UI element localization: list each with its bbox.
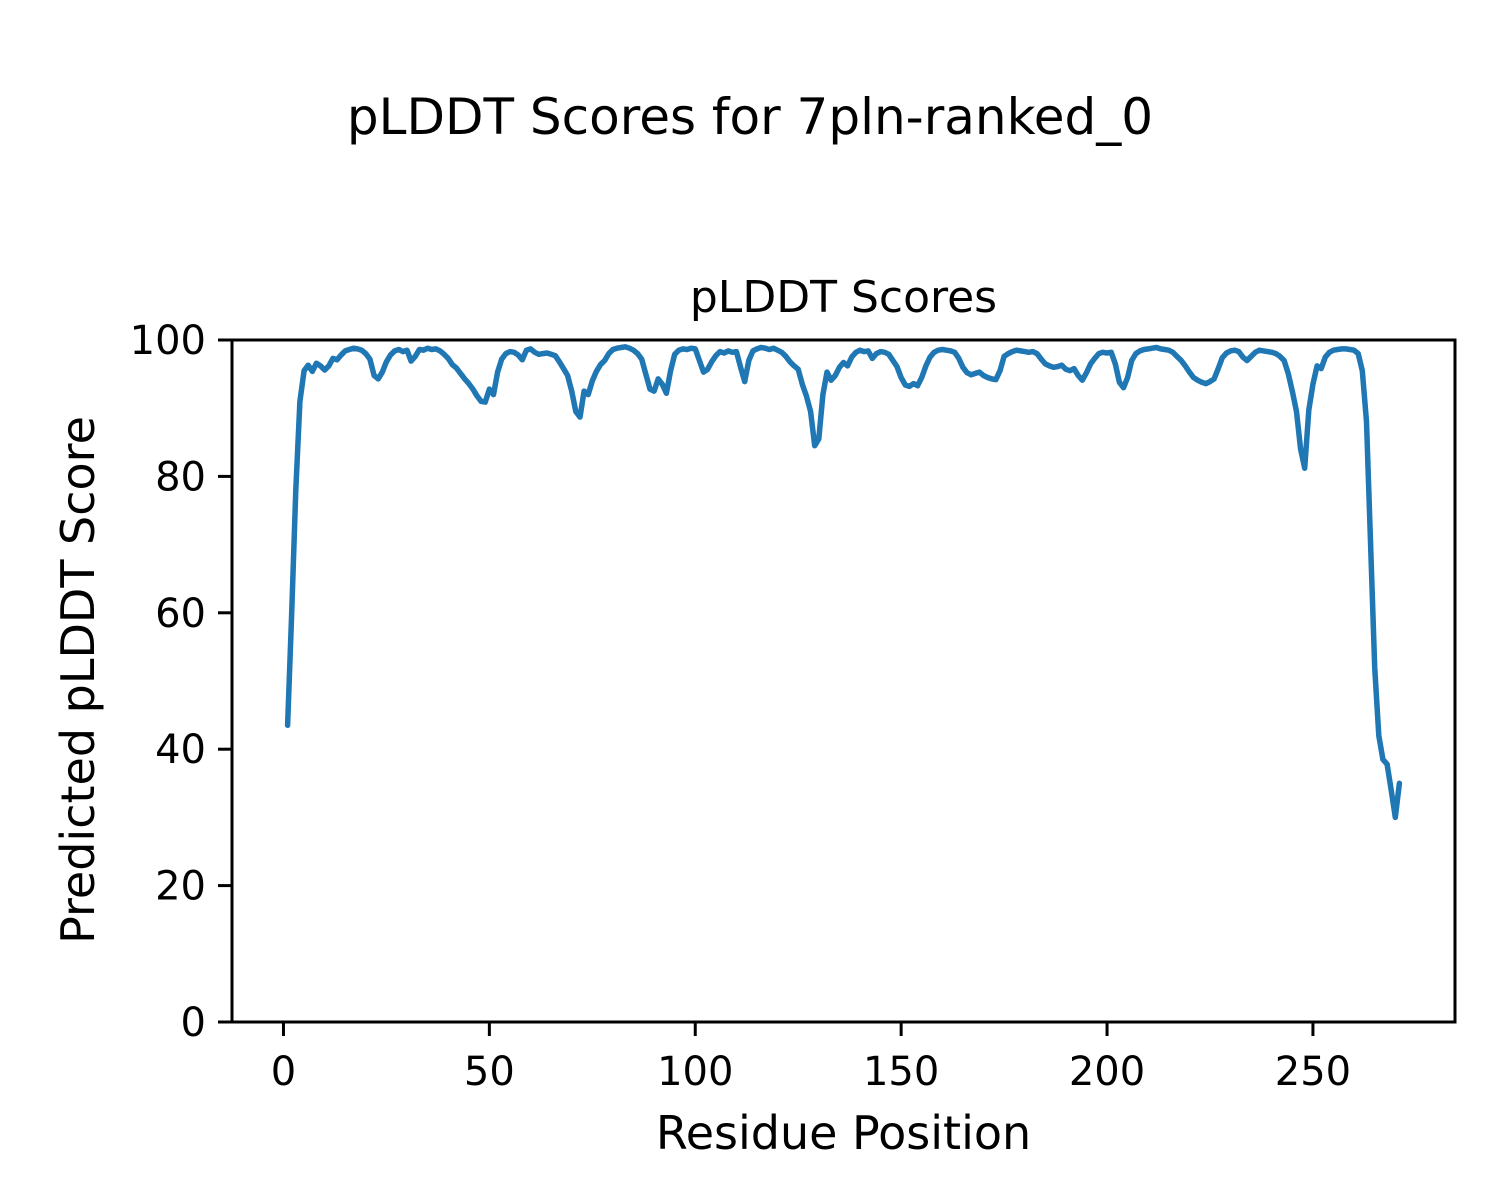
x-tick-label: 50 bbox=[464, 1049, 515, 1095]
x-axis-label: Residue Position bbox=[655, 1106, 1032, 1160]
x-tick-label: 250 bbox=[1275, 1049, 1351, 1095]
y-tick-label: 20 bbox=[155, 864, 206, 910]
axes-title: pLDDT Scores bbox=[689, 272, 998, 323]
y-tick-label: 80 bbox=[155, 454, 206, 500]
y-axis-label: Predicted pLDDT Score bbox=[51, 416, 105, 944]
y-tick-label: 60 bbox=[155, 591, 206, 637]
y-tick-label: 100 bbox=[130, 318, 206, 364]
plddt-line bbox=[284, 344, 1403, 821]
x-tick-label: 200 bbox=[1069, 1049, 1145, 1095]
x-tick-label: 150 bbox=[863, 1049, 939, 1095]
x-tick-label: 0 bbox=[271, 1049, 296, 1095]
figure-title: pLDDT Scores for 7pln-ranked_0 bbox=[346, 88, 1154, 146]
x-tick-label: 100 bbox=[657, 1049, 733, 1095]
y-tick-label: 40 bbox=[155, 727, 206, 773]
y-tick-label: 0 bbox=[181, 1000, 206, 1046]
axes-spines bbox=[230, 338, 1457, 1024]
